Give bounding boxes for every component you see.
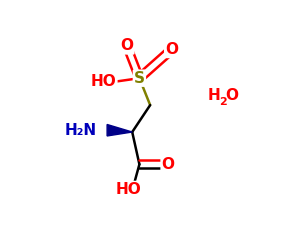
- Text: O: O: [120, 38, 133, 53]
- Text: 2: 2: [219, 97, 226, 107]
- Text: O: O: [162, 157, 175, 172]
- Text: H: H: [208, 88, 220, 103]
- Text: O: O: [225, 88, 238, 103]
- Polygon shape: [107, 124, 132, 136]
- Text: HO: HO: [116, 182, 142, 197]
- Text: O: O: [165, 42, 178, 57]
- Text: HO: HO: [91, 74, 116, 89]
- Text: S: S: [134, 71, 145, 86]
- Text: H₂N: H₂N: [64, 123, 96, 138]
